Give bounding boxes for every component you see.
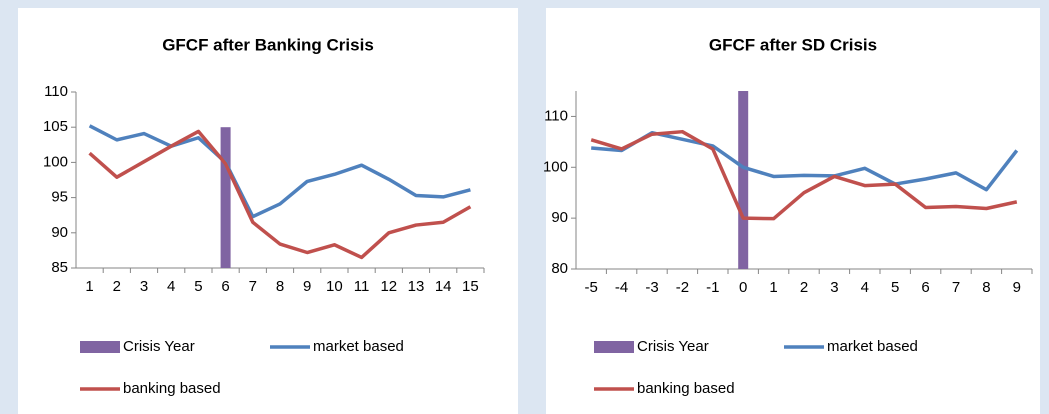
bar bbox=[220, 127, 231, 268]
y-tick-label: 110 bbox=[44, 83, 68, 100]
y-tick-label: 90 bbox=[551, 209, 568, 226]
legend-label: market based bbox=[313, 338, 404, 355]
legend-label: Crisis Year bbox=[637, 338, 709, 355]
line-series bbox=[88, 124, 471, 219]
y-tick-label: 90 bbox=[51, 224, 68, 241]
line-series bbox=[590, 129, 1018, 221]
chart-panel bbox=[546, 8, 1040, 414]
x-tick-label: 9 bbox=[303, 278, 311, 295]
bar bbox=[738, 91, 749, 269]
line-series bbox=[88, 129, 472, 260]
legend-label: Crisis Year bbox=[123, 338, 195, 355]
x-tick-label: 8 bbox=[276, 278, 284, 295]
x-tick-label: 7 bbox=[249, 278, 257, 295]
y-tick-label: 80 bbox=[551, 260, 568, 277]
x-tick-label: 15 bbox=[462, 278, 479, 295]
legend-label: market based bbox=[827, 338, 918, 355]
x-tick-label: -4 bbox=[615, 279, 628, 296]
x-tick-label: 5 bbox=[194, 278, 202, 295]
x-tick-label: 1 bbox=[85, 278, 93, 295]
x-tick-label: 0 bbox=[739, 279, 747, 296]
y-tick-label: 100 bbox=[43, 153, 68, 170]
y-tick-label: 100 bbox=[543, 158, 568, 175]
x-tick-label: -2 bbox=[676, 279, 689, 296]
x-tick-label: 4 bbox=[861, 279, 869, 296]
x-tick-label: 2 bbox=[800, 279, 808, 296]
y-tick-label: 85 bbox=[51, 259, 68, 276]
x-tick-label: 1 bbox=[769, 279, 777, 296]
x-tick-label: -5 bbox=[585, 279, 598, 296]
y-tick-label: 110 bbox=[544, 107, 568, 124]
chart-title: GFCF after Banking Crisis bbox=[162, 35, 374, 54]
legend-label: banking based bbox=[637, 380, 735, 397]
x-tick-label: 4 bbox=[167, 278, 175, 295]
x-tick-label: 11 bbox=[354, 278, 370, 295]
x-tick-label: 10 bbox=[326, 278, 343, 295]
x-tick-label: 3 bbox=[830, 279, 838, 296]
x-tick-label: -3 bbox=[645, 279, 658, 296]
x-tick-label: 3 bbox=[140, 278, 148, 295]
chart-title: GFCF after SD Crisis bbox=[709, 35, 877, 54]
x-tick-label: 14 bbox=[435, 278, 452, 295]
x-tick-label: 8 bbox=[982, 279, 990, 296]
x-tick-label: 9 bbox=[1013, 279, 1021, 296]
y-tick-label: 95 bbox=[51, 189, 68, 206]
x-tick-label: 13 bbox=[408, 278, 425, 295]
x-tick-label: 5 bbox=[891, 279, 899, 296]
x-tick-label: 6 bbox=[921, 279, 929, 296]
legend-swatch bbox=[80, 341, 120, 353]
x-tick-label: 6 bbox=[221, 278, 229, 295]
y-tick-label: 105 bbox=[43, 118, 68, 135]
x-tick-label: 12 bbox=[380, 278, 397, 295]
x-tick-label: 7 bbox=[952, 279, 960, 296]
x-tick-label: 2 bbox=[113, 278, 121, 295]
legend-label: banking based bbox=[123, 380, 221, 397]
legend-swatch bbox=[594, 341, 634, 353]
x-tick-label: -1 bbox=[706, 279, 719, 296]
